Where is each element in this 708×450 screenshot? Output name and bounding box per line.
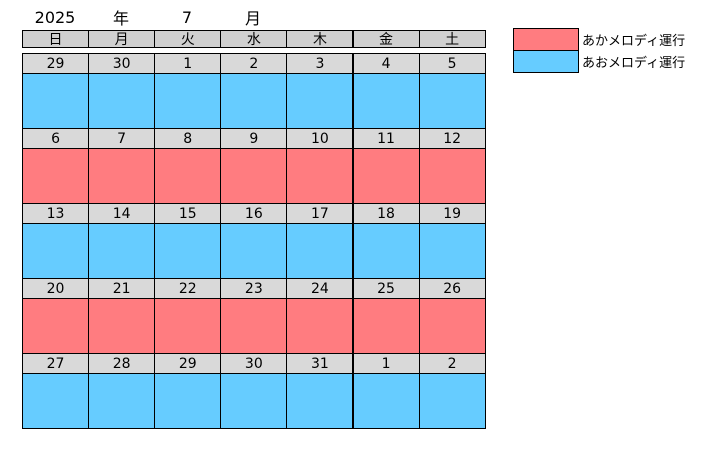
legend-label: あおメロディ運行: [582, 56, 686, 71]
service-cell: [352, 73, 420, 129]
service-cell: [286, 373, 354, 429]
date-cell: 25: [352, 278, 420, 299]
date-cell: 18: [352, 203, 420, 224]
date-cell: 20: [22, 278, 90, 299]
month: 7: [181, 7, 193, 27]
weekday-header: 金: [352, 30, 420, 48]
service-cell: [418, 298, 486, 354]
date-cell: 31: [286, 353, 354, 374]
date-cell: 1: [154, 53, 222, 74]
date-cell: 21: [88, 278, 156, 299]
date-cell: 27: [22, 353, 90, 374]
weekday-header: 木: [286, 30, 354, 48]
date-cell: 9: [220, 128, 288, 149]
service-cell: [22, 373, 90, 429]
service-cell: [220, 373, 288, 429]
legend-swatch: [513, 50, 579, 73]
date-cell: 13: [22, 203, 90, 224]
service-cell: [22, 223, 90, 279]
year-unit: 年: [112, 9, 129, 28]
date-cell: 1: [352, 353, 420, 374]
service-cell: [220, 148, 288, 204]
service-cell: [352, 373, 420, 429]
weekday-header: 月: [88, 30, 156, 48]
date-cell: 22: [154, 278, 222, 299]
date-cell: 2: [220, 53, 288, 74]
date-cell: 30: [220, 353, 288, 374]
service-cell: [88, 373, 156, 429]
service-cell: [418, 73, 486, 129]
service-cell: [22, 298, 90, 354]
legend-swatch: [513, 28, 579, 51]
service-cell: [286, 298, 354, 354]
date-cell: 16: [220, 203, 288, 224]
service-cell: [88, 73, 156, 129]
service-cell: [418, 373, 486, 429]
service-cell: [418, 223, 486, 279]
date-cell: 7: [88, 128, 156, 149]
service-cell: [220, 298, 288, 354]
date-cell: 24: [286, 278, 354, 299]
date-cell: 23: [220, 278, 288, 299]
date-cell: 6: [22, 128, 90, 149]
service-cell: [154, 373, 222, 429]
date-cell: 17: [286, 203, 354, 224]
date-cell: 28: [88, 353, 156, 374]
date-cell: 2: [418, 353, 486, 374]
service-cell: [88, 148, 156, 204]
date-cell: 12: [418, 128, 486, 149]
service-cell: [286, 223, 354, 279]
service-cell: [286, 148, 354, 204]
weekday-header: 日: [22, 30, 90, 48]
service-cell: [88, 223, 156, 279]
date-cell: 5: [418, 53, 486, 74]
service-cell: [220, 223, 288, 279]
service-cell: [22, 148, 90, 204]
date-cell: 4: [352, 53, 420, 74]
date-cell: 3: [286, 53, 354, 74]
date-cell: 15: [154, 203, 222, 224]
service-cell: [220, 73, 288, 129]
date-cell: 19: [418, 203, 486, 224]
date-cell: 11: [352, 128, 420, 149]
date-cell: 14: [88, 203, 156, 224]
service-cell: [88, 298, 156, 354]
service-cell: [154, 223, 222, 279]
service-cell: [286, 73, 354, 129]
date-cell: 29: [154, 353, 222, 374]
service-cell: [154, 298, 222, 354]
date-cell: 10: [286, 128, 354, 149]
weekday-header: 水: [220, 30, 288, 48]
date-cell: 8: [154, 128, 222, 149]
legend-label: あかメロディ運行: [582, 34, 686, 49]
service-cell: [22, 73, 90, 129]
service-cell: [154, 148, 222, 204]
service-cell: [352, 223, 420, 279]
service-cell: [418, 148, 486, 204]
month-unit: 月: [244, 9, 261, 28]
weekday-header: 火: [154, 30, 222, 48]
service-cell: [352, 298, 420, 354]
year: 2025: [34, 7, 76, 27]
date-cell: 26: [418, 278, 486, 299]
weekday-header: 土: [418, 30, 486, 48]
service-cell: [154, 73, 222, 129]
date-cell: 30: [88, 53, 156, 74]
date-cell: 29: [22, 53, 90, 74]
service-cell: [352, 148, 420, 204]
